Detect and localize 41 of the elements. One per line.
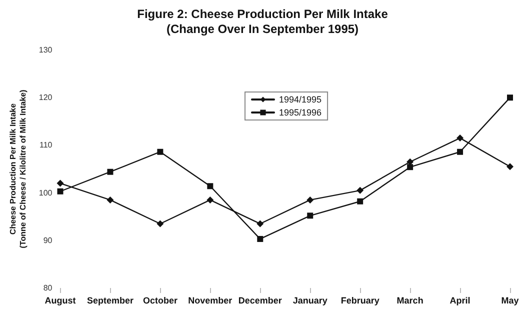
point <box>457 148 464 155</box>
x-tick-label: March <box>396 296 424 306</box>
chart-subtitle: (Change Over In September 1995) <box>166 22 359 36</box>
y-tick-label: 100 <box>38 188 53 198</box>
x-tick-label: May <box>501 296 519 306</box>
point <box>357 198 364 204</box>
point <box>307 212 314 219</box>
x-tick-label: August <box>44 296 76 306</box>
x-tick-label: April <box>450 296 470 306</box>
x-tick-label: December <box>238 296 282 306</box>
point <box>257 236 264 242</box>
point <box>206 196 214 204</box>
point <box>407 164 414 170</box>
y-tick-label: 130 <box>38 46 53 54</box>
legend-label: 1995/1996 <box>279 108 322 118</box>
point <box>507 94 513 101</box>
x-tick-label: September <box>86 296 134 306</box>
x-tick-label: February <box>340 296 380 306</box>
chart-title: Figure 2: Cheese Production Per Milk Intake <box>137 7 388 21</box>
y-axis-title: Cheese Production Per Milk Intake (Tonne of Cheese / Kilolitre of Milk Intake) <box>8 89 28 248</box>
point <box>506 163 514 170</box>
legend-label: 1994/1995 <box>279 94 322 104</box>
point <box>306 196 314 204</box>
point <box>356 186 364 194</box>
y-tick-label: 120 <box>38 93 53 102</box>
point <box>56 180 64 187</box>
x-tick-label: October <box>142 296 178 306</box>
y-tick-label: 80 <box>43 284 53 292</box>
point <box>157 148 164 155</box>
point <box>107 168 114 175</box>
point <box>156 220 164 228</box>
point <box>256 220 264 228</box>
y-tick-label: 90 <box>43 236 53 245</box>
point <box>456 134 464 142</box>
point <box>57 188 64 194</box>
point <box>207 183 214 190</box>
x-tick-label: January <box>292 296 328 306</box>
y-tick-label: 110 <box>39 140 53 150</box>
point <box>106 196 114 204</box>
point <box>406 158 414 166</box>
x-tick-label: November <box>188 296 233 306</box>
